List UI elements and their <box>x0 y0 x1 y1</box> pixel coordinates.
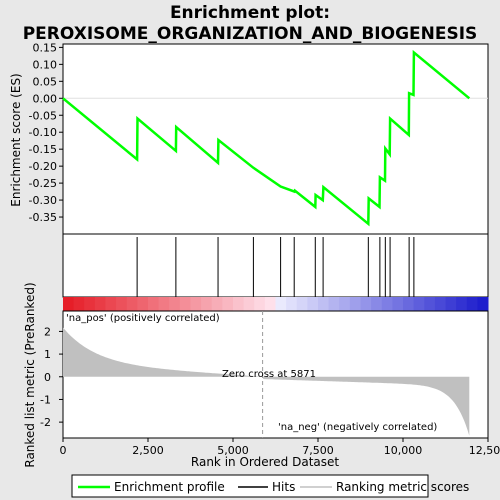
color-bar-segment <box>201 297 213 311</box>
legend-hits-label: Hits <box>272 480 295 494</box>
color-bar-segment <box>73 297 85 311</box>
color-bar-segment <box>63 297 75 311</box>
x-tick-label: 0 <box>60 444 67 457</box>
color-bar-segment <box>434 297 446 311</box>
color-bar-segment <box>477 297 489 311</box>
color-bar-segment <box>286 297 298 311</box>
color-bar-segment <box>424 297 436 311</box>
hits-group <box>136 237 415 297</box>
color-bar-segment <box>264 297 276 311</box>
ranking-metric-area <box>63 327 470 436</box>
color-bar-segment <box>137 297 149 311</box>
x-tick-label: 7,500 <box>302 444 334 457</box>
color-bar-segment <box>105 297 117 311</box>
es-y-tick-label: -0.05 <box>29 109 57 122</box>
color-bar-segment <box>233 297 245 311</box>
color-bar-segment <box>211 297 223 311</box>
metric-y-tick-label: 1 <box>44 348 51 361</box>
metric-y-tick-label: -1 <box>40 393 51 406</box>
color-bar-segment <box>158 297 170 311</box>
x-tick-label: 10,000 <box>384 444 423 457</box>
color-bar-segment <box>403 297 415 311</box>
color-bar-segment <box>148 297 160 311</box>
es-y-tick-label: -0.10 <box>29 126 57 139</box>
es-y-tick-label: 0.15 <box>33 41 58 54</box>
chart-title-line2: PEROXISOME_ORGANIZATION_AND_BIOGENESIS <box>23 24 478 44</box>
color-bar-segment <box>243 297 255 311</box>
pos-label: 'na_pos' (positively correlated) <box>66 313 220 324</box>
es-y-tick-label: -0.35 <box>29 211 57 224</box>
x-axis-label: Rank in Ordered Dataset <box>191 455 339 469</box>
es-y-tick-label: 0.10 <box>33 58 58 71</box>
color-bar-segment <box>360 297 372 311</box>
color-bar-segment <box>296 297 308 311</box>
legend-enrichment-label: Enrichment profile <box>114 480 225 494</box>
color-bar-segment <box>413 297 425 311</box>
rank-color-bar <box>63 297 489 311</box>
color-bar-segment <box>126 297 138 311</box>
es-y-axis: 0.15 0.10 0.05 0.00 -0.05 -0.10 -0.15 -0.20 -0.2… <box>29 41 63 224</box>
color-bar-segment <box>307 297 319 311</box>
metric-y-tick-label: -2 <box>40 416 51 429</box>
color-bar-segment <box>371 297 383 311</box>
color-bar-segment <box>339 297 351 311</box>
legend-metric-label: Ranking metric scores <box>336 480 469 494</box>
color-bar-segment <box>392 297 404 311</box>
color-bar-segment <box>116 297 128 311</box>
es-y-tick-label: -0.15 <box>29 143 57 156</box>
color-bar-segment <box>318 297 330 311</box>
es-y-tick-label: -0.25 <box>29 177 57 190</box>
es-y-tick-label: 0.00 <box>33 92 58 105</box>
es-y-tick-label: 0.05 <box>33 75 58 88</box>
enrichment-profile-line <box>62 49 471 227</box>
legend <box>71 474 429 498</box>
color-bar-segment <box>275 297 287 311</box>
x-tick-label: 2,500 <box>132 444 164 457</box>
es-y-axis-label: Enrichment score (ES) <box>9 73 23 206</box>
metric-y-tick-label: 0 <box>44 371 51 384</box>
color-bar-segment <box>254 297 266 311</box>
metric-y-tick-label: 2 <box>44 325 51 338</box>
neg-label: 'na_neg' (negatively correlated) <box>278 422 437 433</box>
hits-panel <box>62 233 489 298</box>
x-tick-label: 12,500 <box>469 444 500 457</box>
color-bar-segment <box>179 297 191 311</box>
color-bar-segment <box>466 297 478 311</box>
color-bar-segment <box>445 297 457 311</box>
color-bar-segment <box>349 297 361 311</box>
es-y-tick-label: -0.20 <box>29 160 57 173</box>
x-tick-label: 5,000 <box>217 444 249 457</box>
color-bar-segment <box>84 297 96 311</box>
color-bar-segment <box>222 297 234 311</box>
x-axis: 0 2,500 5,000 7,500 10,000 12,500 <box>60 438 500 457</box>
color-bar-segment <box>456 297 468 311</box>
color-bar-segment <box>328 297 340 311</box>
es-y-tick-label: -0.30 <box>29 194 57 207</box>
zero-cross-label: Zero cross at 5871 <box>222 369 316 380</box>
color-bar-segment <box>190 297 202 311</box>
chart-title-line1: Enrichment plot: <box>170 3 330 23</box>
color-bar-segment <box>169 297 181 311</box>
es-panel <box>62 43 489 235</box>
metric-y-axis: 2 1 0 -1 -2 <box>40 325 63 429</box>
color-bar-segment <box>381 297 393 311</box>
color-bar-segment <box>94 297 106 311</box>
metric-y-axis-label: Ranked list metric (PreRanked) <box>23 282 37 467</box>
